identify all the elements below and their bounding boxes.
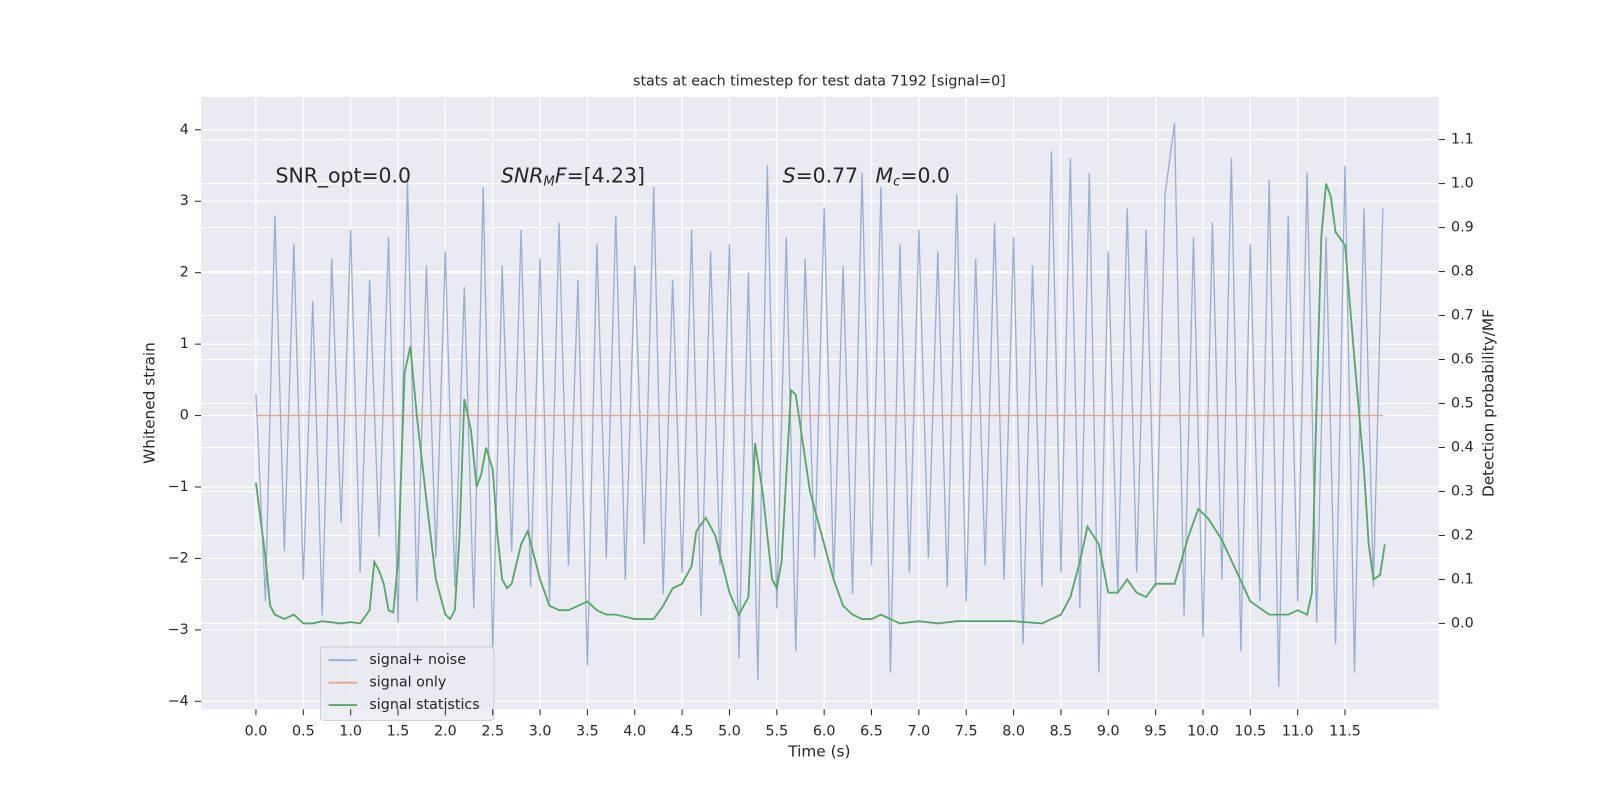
x-tick-label: 4.0 (623, 724, 646, 740)
annotation-part: M (876, 164, 894, 188)
x-tick-label: 3.5 (576, 724, 599, 740)
y2-tick-label: 0.7 (1451, 308, 1474, 324)
x-tick-label: 5.0 (718, 724, 741, 740)
y-tick-label: 3 (180, 193, 189, 209)
series-line (255, 122, 1384, 688)
y2-tick-label: 0.1 (1451, 571, 1474, 587)
annotation-part: S (783, 164, 796, 188)
x-tick-label: 4.5 (671, 724, 694, 740)
y2-tick-label: 1.0 (1451, 176, 1474, 192)
y-axis-label: Whitened strain (141, 342, 159, 464)
annotation-part: c (893, 175, 901, 190)
annotation-part: SNR_opt=0.0 (276, 164, 412, 189)
y-tick-label: 0 (180, 408, 189, 424)
y2-tick-label: 1.1 (1451, 132, 1474, 148)
annotation: SNRMF=[4.23] (501, 164, 645, 190)
x-tick-label: 8.5 (1050, 724, 1073, 740)
x-tick-label: 9.0 (1097, 724, 1120, 740)
x-tick-label: 0.0 (245, 724, 268, 740)
y2-tick-label: 0.0 (1451, 615, 1474, 631)
x-tick-label: 7.5 (955, 724, 978, 740)
annotation-part: =0.0 (900, 164, 950, 188)
chart-title: stats at each timestep for test data 719… (633, 74, 1006, 90)
legend-label: signal statistics (369, 697, 479, 713)
y-tick-label: −2 (168, 550, 189, 566)
y-tick-label: 2 (180, 265, 189, 281)
annotation-part: =0.77 (796, 164, 859, 188)
y2-tick-label: 0.5 (1451, 396, 1474, 412)
annotation-part: F (555, 164, 567, 188)
y-tick-label: −1 (168, 479, 189, 495)
x-tick-label: 8.0 (1002, 724, 1025, 740)
x-tick-label: 11.5 (1329, 724, 1361, 740)
annotation-part: SNR (501, 164, 543, 188)
x-tick-label: 1.0 (339, 724, 362, 740)
x-tick-label: 2.0 (434, 724, 457, 740)
x-tick-label: 10.5 (1234, 724, 1266, 740)
x-tick-label: 2.5 (481, 724, 504, 740)
annotation-part: M (543, 175, 555, 190)
y2-tick-label: 0.8 (1451, 264, 1474, 280)
series-line (255, 183, 1386, 625)
legend-label: signal+ noise (369, 652, 466, 668)
x-tick-label: 1.5 (387, 724, 410, 740)
y2-axis-label: Detection probability/MF (1479, 309, 1497, 497)
annotation: SNR_opt=0.0 (276, 164, 412, 189)
y2-tick-label: 0.4 (1451, 439, 1474, 455)
x-tick-label: 9.5 (1144, 724, 1167, 740)
y-tick-label: 1 (180, 336, 189, 352)
x-tick-label: 7.0 (908, 724, 931, 740)
legend-box (319, 646, 495, 721)
x-tick-label: 3.0 (529, 724, 552, 740)
y2-tick-label: 0.2 (1451, 527, 1474, 543)
y-tick-label: −3 (168, 622, 189, 638)
x-tick-label: 0.5 (292, 724, 315, 740)
y2-tick-label: 0.3 (1451, 483, 1474, 499)
annotation: Mc=0.0 (876, 164, 950, 190)
annotation: S=0.77 (783, 164, 858, 188)
y2-tick-label: 0.6 (1451, 352, 1474, 368)
x-tick-label: 5.5 (765, 724, 788, 740)
y-tick-label: −4 (168, 693, 189, 709)
x-tick-label: 6.5 (860, 724, 883, 740)
y2-tick-label: 0.9 (1451, 220, 1474, 236)
x-tick-label: 6.0 (813, 724, 836, 740)
x-axis-label: Time (s) (787, 743, 850, 761)
legend-label: signal only (369, 675, 446, 691)
y-tick-label: 4 (180, 122, 189, 138)
x-tick-label: 10.0 (1187, 724, 1219, 740)
annotation-part: =[4.23] (567, 164, 645, 188)
x-tick-label: 11.0 (1282, 724, 1314, 740)
